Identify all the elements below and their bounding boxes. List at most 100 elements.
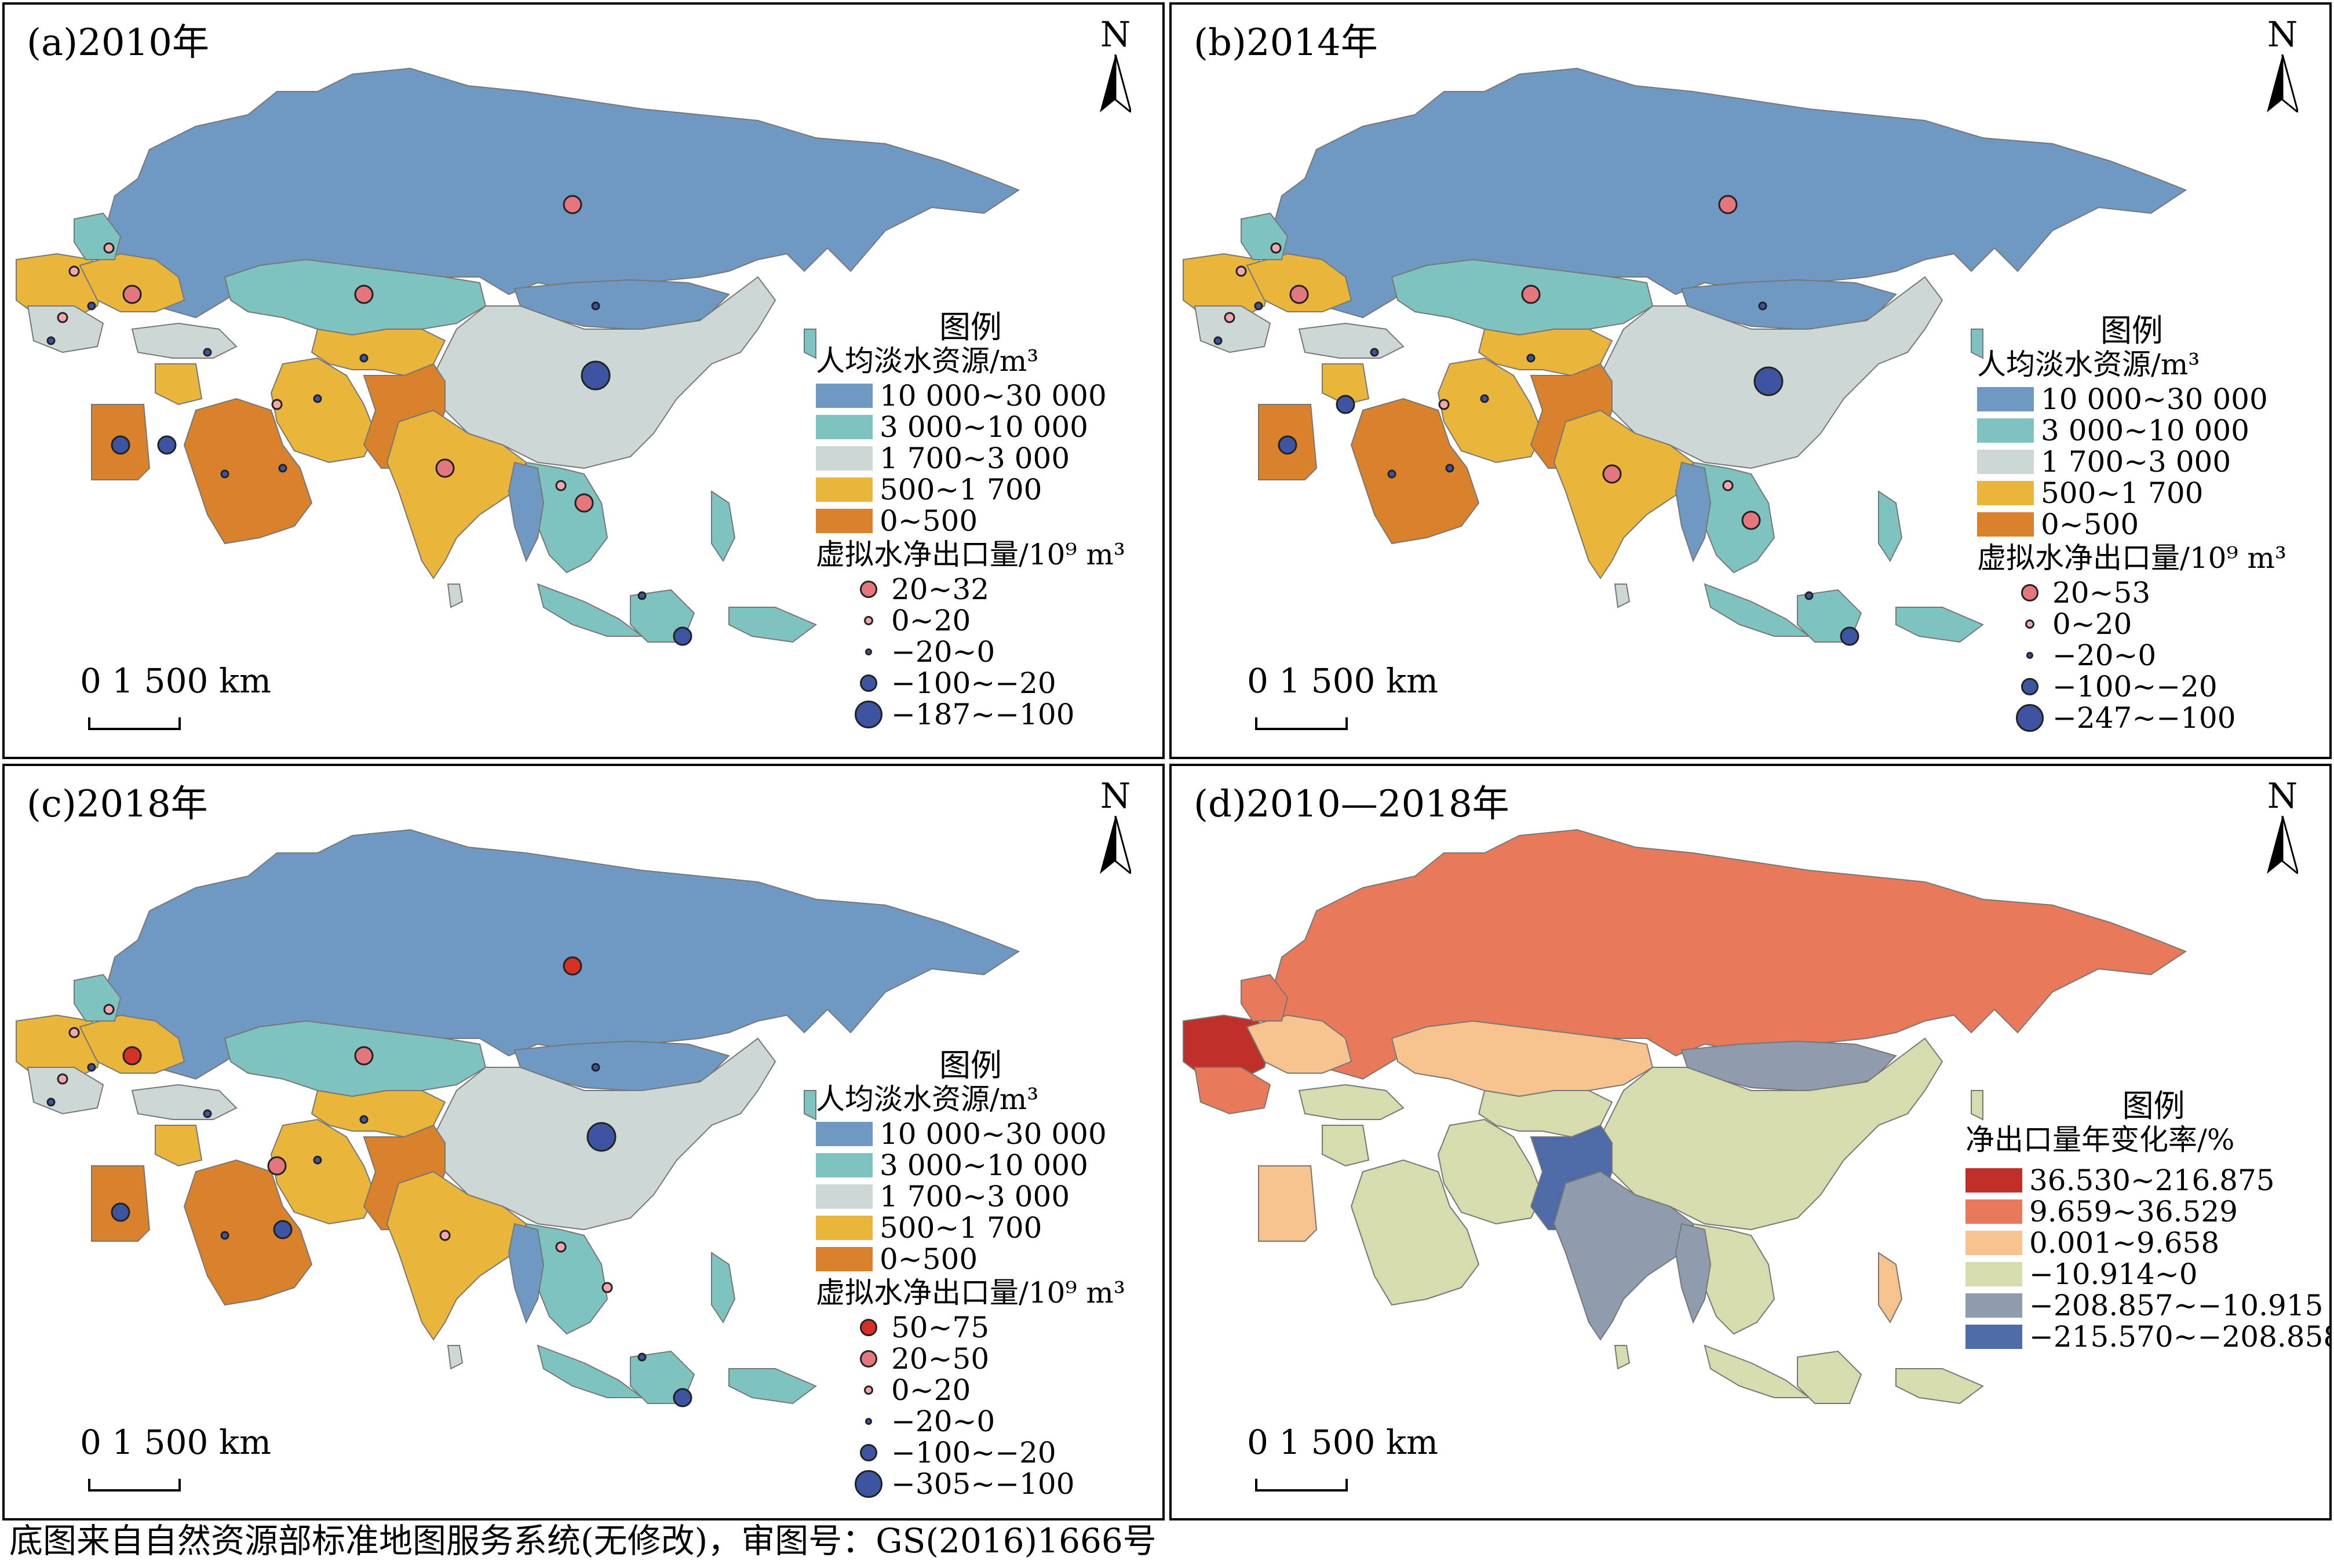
legend-title: 图例 [939, 309, 1002, 345]
virtual-water-point [68, 1027, 80, 1038]
virtual-water-point [563, 195, 582, 214]
legend: 图例 净出口量年变化率/% 36.530~216.875 9.659~36.529… [1965, 1091, 2329, 1352]
virtual-water-point [122, 1046, 142, 1066]
virtual-water-point [111, 1202, 130, 1222]
north-arrow-icon [1100, 816, 1131, 874]
legend-swatch [1977, 418, 2034, 443]
water-legend-item: 0~500 [816, 505, 1125, 537]
country-region [1675, 461, 1712, 563]
legend-label: 500~1 700 [2041, 476, 2204, 510]
country-region [1704, 583, 1811, 637]
change-legend-item: 9.659~36.529 [1965, 1196, 2329, 1227]
legend-label: 50~75 [891, 1311, 990, 1344]
virtual-water-point [122, 285, 142, 304]
legend-label: 10 000~30 000 [2041, 382, 2268, 416]
legend-swatch [1965, 1231, 2022, 1255]
legend-swatch [1977, 481, 2034, 505]
country-region [728, 1368, 817, 1405]
panel-title: (c)2018年 [27, 783, 208, 826]
north-arrow-icon [2267, 54, 2298, 112]
vw-legend-item: 50~75 [851, 1312, 1125, 1343]
virtual-water-point [555, 1241, 567, 1253]
panel-title: (a)2010年 [27, 21, 209, 64]
scale-bar: 0 1 500 km [80, 1425, 335, 1501]
virtual-water-point [1387, 469, 1396, 479]
legend-label: 10 000~30 000 [880, 379, 1107, 413]
country-region [1183, 1014, 1271, 1080]
virtual-water-point [1521, 285, 1541, 304]
change-legend-item: 0.001~9.658 [1965, 1227, 2329, 1259]
virtual-water-point [435, 458, 455, 478]
change-legend-item: −208.857~−10.915 [1965, 1290, 2329, 1321]
scale-line [88, 1479, 181, 1492]
virtual-water-point [1753, 366, 1784, 396]
virtual-water-point [637, 591, 647, 600]
virtual-water-point [1270, 242, 1282, 254]
water-legend-item: 1 700~3 000 [1977, 446, 2286, 477]
virtual-water-point [1445, 464, 1454, 473]
legend-title: 图例 [939, 1047, 1002, 1084]
virtual-water-point [359, 353, 369, 363]
map-c [16, 829, 1020, 1407]
water-legend-item: 3 000~10 000 [816, 1150, 1125, 1181]
legend-swatch [1977, 387, 2034, 411]
legend-dot [860, 1444, 877, 1461]
country-region [508, 461, 545, 563]
virtual-water-point [1370, 348, 1379, 357]
virtual-water-point [1741, 510, 1761, 530]
vw-legend-item: 0~20 [851, 605, 1125, 636]
vw-subtitle: 虚拟水净出口量/10⁹ m³ [816, 1276, 1125, 1310]
country-region [386, 409, 527, 579]
change-legend-item: 36.530~216.875 [1965, 1165, 2329, 1196]
legend-swatch [1965, 1262, 2022, 1286]
legend-label: 0~500 [880, 1242, 978, 1276]
virtual-water-point [1480, 394, 1489, 403]
legend-label: −20~0 [2052, 639, 2157, 672]
vw-legend-item: −187~−100 [851, 699, 1125, 730]
country-region [155, 363, 203, 406]
legend-label: −100~−20 [2052, 670, 2218, 703]
country-region [1553, 409, 1694, 579]
water-legend-item: 1 700~3 000 [816, 443, 1125, 474]
legend: 图例 人均淡水资源/m³ 10 000~30 000 3 000~10 000 1 … [1977, 315, 2286, 734]
vw-legend-item: −100~−20 [2012, 671, 2286, 702]
virtual-water-point [267, 1156, 287, 1176]
map-source-note: 底图来自自然资源部标准地图服务系统(无修改)，审图号：GS(2016)1666号 [9, 1521, 1157, 1560]
legend-label: 20~53 [2052, 576, 2151, 610]
virtual-water-point [1224, 312, 1235, 323]
legend: 图例 人均淡水资源/m³ 10 000~30 000 3 000~10 000 1 … [816, 312, 1125, 730]
virtual-water-point [563, 956, 582, 976]
legend-label: 500~1 700 [880, 1211, 1042, 1245]
legend-swatch [816, 1247, 873, 1271]
country-region [270, 1118, 377, 1225]
map-b [1183, 67, 2187, 646]
country-region [79, 1014, 185, 1074]
legend-label: 3 000~10 000 [880, 1148, 1088, 1182]
country-region [1246, 253, 1352, 312]
virtual-water-point [203, 348, 212, 357]
change-subtitle: 净出口量年变化率/% [1965, 1123, 2235, 1157]
legend-label: 3 000~10 000 [2041, 414, 2249, 447]
scale-label: 0 1 500 km [80, 661, 271, 701]
virtual-water-point [1289, 285, 1309, 304]
country-region [183, 398, 313, 545]
legend-swatch [1965, 1325, 2022, 1349]
water-legend-item: 10 000~30 000 [1977, 384, 2286, 415]
water-legend-item: 10 000~30 000 [816, 1118, 1125, 1150]
north-arrow: N [2256, 17, 2309, 116]
vw-legend-item: 20~53 [2012, 577, 2286, 608]
country-region [1350, 398, 1480, 545]
country-region [1614, 1345, 1631, 1370]
virtual-water-point [111, 435, 130, 455]
country-region [1895, 1368, 1984, 1405]
legend-label: −100~−20 [891, 666, 1056, 700]
legend-swatch [816, 384, 873, 408]
scale-label: 0 1 500 km [1247, 661, 1438, 701]
vw-legend: 50~75 20~50 0~20 −20~0 −100~−20 −305~−100 [851, 1312, 1125, 1500]
country-region [1553, 1170, 1694, 1341]
legend-swatch [816, 1122, 873, 1146]
panel-a: (a)2010年 N 0 1 500 km 图例 人均淡水资源/m³ 10 00… [2, 2, 1165, 759]
water-legend-item: 1 700~3 000 [816, 1181, 1125, 1212]
country-region [386, 1170, 527, 1341]
water-legend-item: 3 000~10 000 [816, 411, 1125, 443]
